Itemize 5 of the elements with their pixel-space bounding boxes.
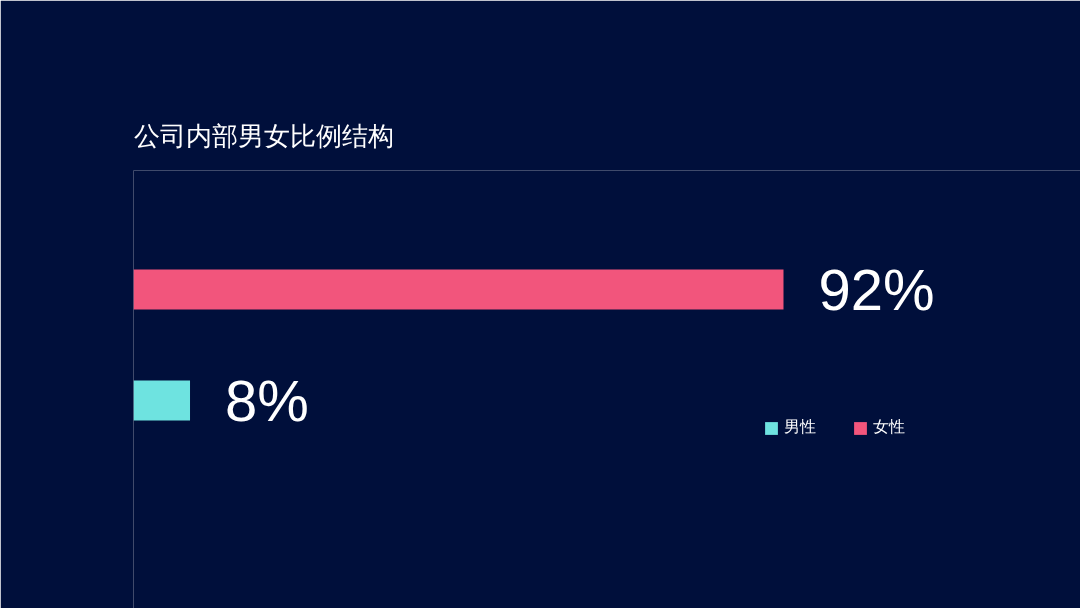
chart-title: 公司内部男女比例结构 — [133, 120, 394, 151]
data-label: 8% — [225, 368, 309, 433]
legend-label: 女性 — [873, 417, 905, 437]
data-label: 92% — [818, 257, 935, 322]
legend-label: 男性 — [784, 417, 816, 437]
